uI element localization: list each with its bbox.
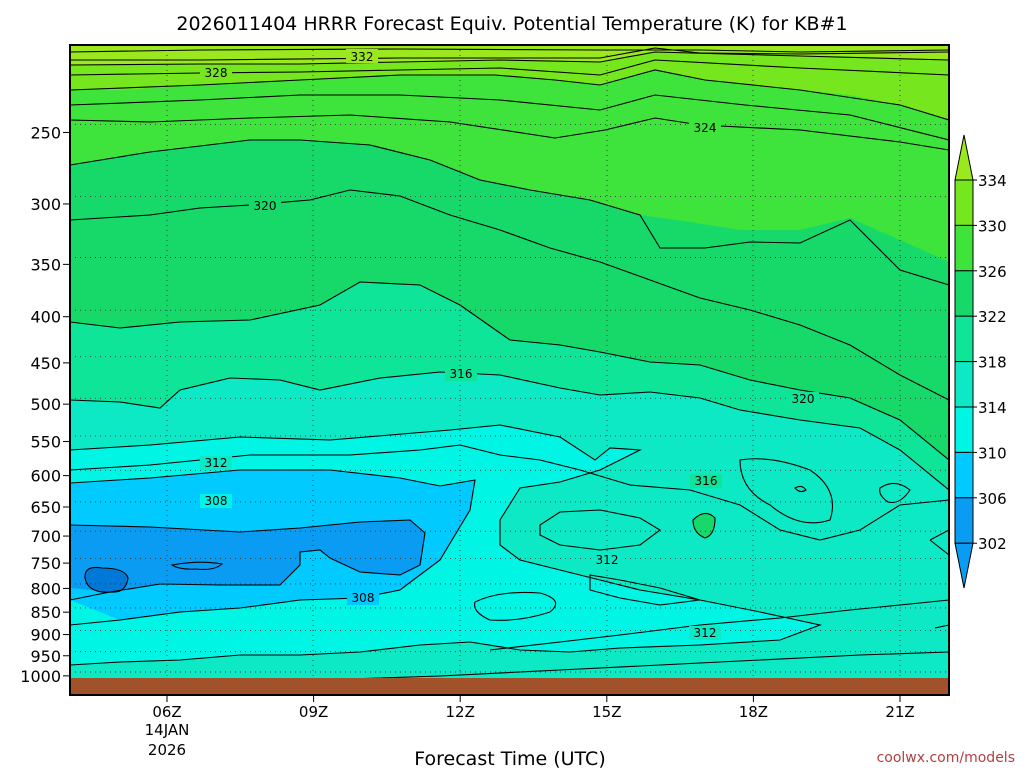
colorbar-label: 330: [978, 217, 1007, 235]
chart-title: 2026011404 HRRR Forecast Equiv. Potentia…: [176, 13, 847, 35]
colorbar-top-arrow: [954, 134, 974, 181]
x-date-line2: 2026: [148, 741, 186, 759]
colorbar-segment: [954, 224, 974, 272]
colorbar-label: 306: [978, 490, 1007, 508]
fill-cell-300: [84, 567, 128, 593]
x-tick-label: 09Z: [299, 703, 328, 721]
contour-label-320b: 320: [792, 392, 815, 406]
contour-label-308b: 308: [352, 591, 375, 605]
colorbar-segment: [954, 451, 974, 499]
colorbar: 334 330 326 322 318 314 310 306 302: [954, 134, 1007, 589]
fill-cell-314: [740, 458, 833, 523]
credit-text: coolwx.com/models: [877, 750, 1015, 766]
plot-frame: [69, 44, 950, 696]
y-tick-label: 950: [30, 647, 61, 666]
fill-cell-318: [693, 513, 715, 538]
ground-surface: [70, 678, 949, 695]
y-tick-label: 350: [30, 255, 61, 274]
x-axis: 06Z 09Z 12Z 15Z 18Z 21Z: [152, 695, 915, 721]
y-tick-label: 700: [30, 527, 61, 546]
fill-cell-310b: [474, 592, 556, 621]
contour-label-312b: 312: [596, 553, 619, 567]
contour-label-312: 312: [205, 456, 228, 470]
y-tick-label: 500: [30, 395, 61, 414]
colorbar-segment: [954, 270, 974, 317]
contour-label-312c: 312: [694, 626, 717, 640]
x-tick-label: 18Z: [739, 703, 768, 721]
contour-label-308: 308: [205, 494, 228, 508]
y-tick-label: 300: [30, 195, 61, 214]
colorbar-segment: [954, 497, 974, 544]
contour-label-320: 320: [254, 199, 277, 213]
colorbar-bottom-arrow: [954, 542, 974, 589]
y-tick-label: 450: [30, 354, 61, 373]
contour-label-332: 332: [351, 50, 374, 64]
colorbar-label: 326: [978, 263, 1007, 281]
y-tick-label: 750: [30, 554, 61, 573]
contour-label-324: 324: [694, 121, 717, 135]
y-tick-label: 1000: [20, 667, 61, 686]
y-tick-label: 650: [30, 498, 61, 517]
y-tick-label: 600: [30, 467, 61, 486]
fill-band-302: [70, 520, 425, 592]
colorbar-segment: [954, 179, 974, 226]
y-tick-label: 550: [30, 433, 61, 452]
contour-label-328: 328: [205, 66, 228, 80]
contour-label-316: 316: [450, 367, 473, 381]
colorbar-label: 314: [978, 399, 1007, 417]
x-tick-label: 15Z: [592, 703, 621, 721]
y-tick-label: 850: [30, 603, 61, 622]
plot-area: 332 328 324 320 320 316 316 312 312 312 …: [70, 45, 949, 695]
y-tick-label: 900: [30, 626, 61, 645]
x-tick-label: 12Z: [446, 703, 475, 721]
y-tick-label: 250: [30, 123, 61, 142]
x-date-line1: 14JAN: [145, 721, 190, 739]
x-axis-label: Forecast Time (UTC): [414, 748, 605, 768]
fill-cell-302: [172, 562, 222, 570]
colorbar-segment: [954, 361, 974, 408]
y-axis: 250 300 350 400 450 500 550 600 650 700 750 800 850 9…: [20, 123, 70, 686]
y-tick-label: 800: [30, 579, 61, 598]
y-tick-label: 400: [30, 308, 61, 327]
colorbar-label: 318: [978, 354, 1007, 372]
colorbar-label: 302: [978, 535, 1007, 553]
colorbar-segment: [954, 315, 974, 363]
colorbar-segment: [954, 406, 974, 453]
colorbar-label: 334: [978, 172, 1007, 190]
x-tick-label: 06Z: [152, 703, 181, 721]
contour-label-316b: 316: [695, 474, 718, 488]
contour-labels: 332 328 324 320 320 316 316 312 312 312 …: [200, 49, 819, 640]
colorbar-label: 322: [978, 308, 1007, 326]
colorbar-label: 310: [978, 444, 1007, 462]
x-tick-label: 21Z: [885, 703, 914, 721]
